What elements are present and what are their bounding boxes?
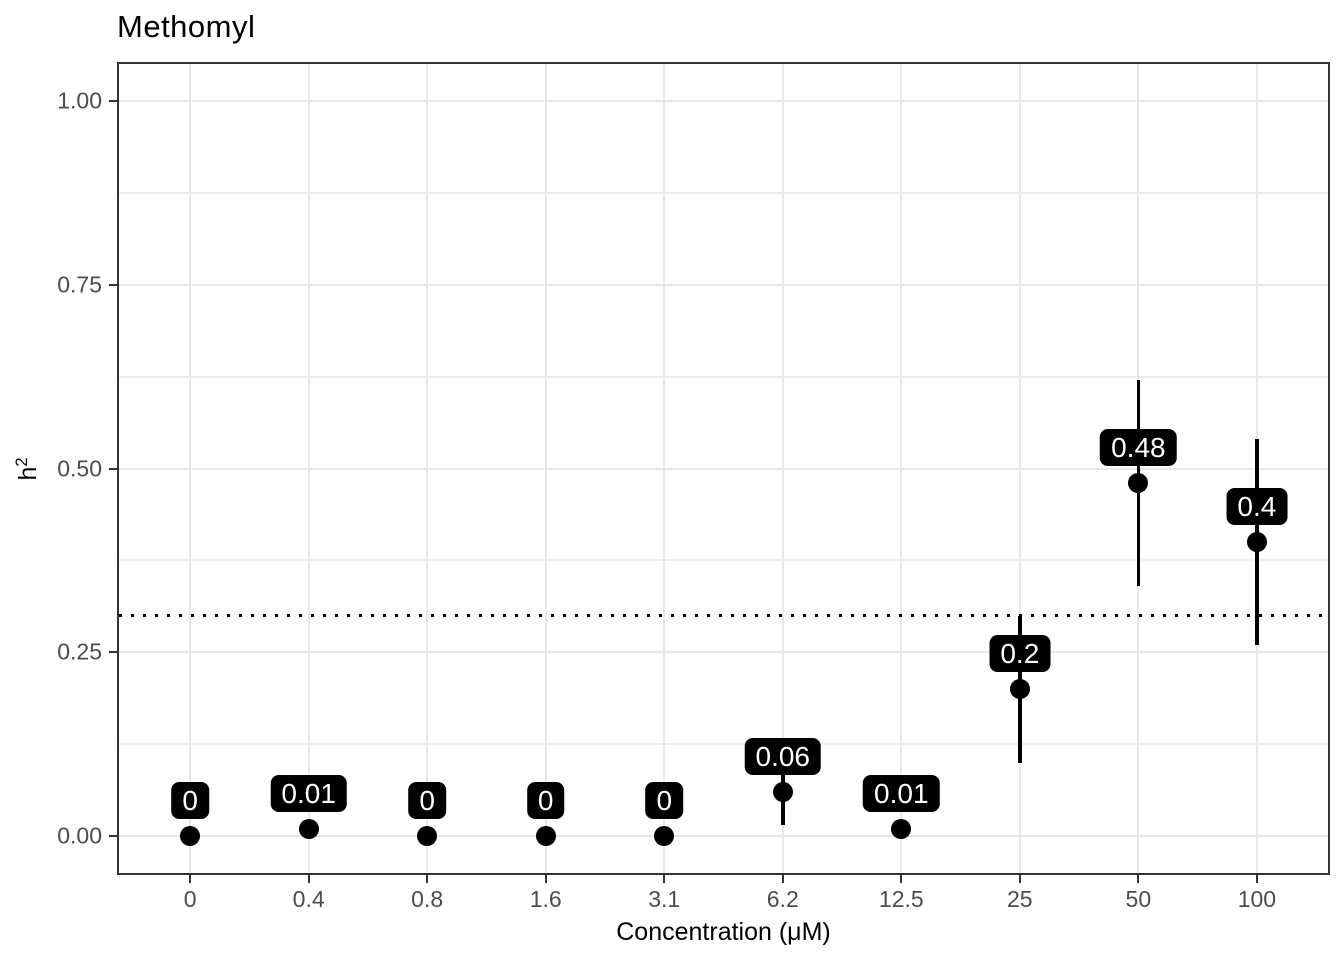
x-tick-label: 6.2 bbox=[766, 886, 799, 912]
x-tick-label: 25 bbox=[1007, 886, 1033, 912]
y-tick-label: 0.75 bbox=[57, 271, 102, 298]
x-tick-label: 50 bbox=[1125, 886, 1152, 912]
point-label: 0.06 bbox=[744, 738, 821, 776]
data-point bbox=[891, 818, 912, 839]
y-tick-mark bbox=[109, 835, 117, 838]
gridline-horizontal-major bbox=[119, 467, 1328, 470]
x-tick-label: 1.6 bbox=[529, 886, 562, 912]
data-point bbox=[417, 826, 438, 847]
y-tick-label: 0.25 bbox=[57, 638, 102, 665]
y-tick-mark bbox=[109, 651, 117, 654]
x-tick-label: 12.5 bbox=[878, 886, 924, 912]
data-point bbox=[772, 782, 793, 803]
y-tick-label: 1.00 bbox=[57, 87, 102, 114]
x-tick-mark bbox=[1018, 875, 1021, 883]
x-tick-mark bbox=[544, 875, 547, 883]
data-point bbox=[1009, 679, 1030, 700]
plot-title: Methomyl bbox=[117, 9, 256, 44]
data-point bbox=[180, 826, 201, 847]
point-label: 0.2 bbox=[989, 635, 1051, 673]
point-label: 0 bbox=[171, 782, 209, 820]
point-label: 0 bbox=[526, 782, 565, 820]
x-tick-mark bbox=[663, 875, 666, 883]
x-axis-title: Concentration (μM) bbox=[616, 918, 831, 946]
gridline-horizontal-major bbox=[119, 283, 1328, 286]
x-tick-label: 0 bbox=[183, 886, 197, 912]
y-axis-title-base: h bbox=[14, 466, 43, 481]
gridline-horizontal-major bbox=[119, 835, 1328, 838]
x-tick-mark bbox=[1137, 875, 1140, 883]
y-tick-label: 0.00 bbox=[57, 822, 102, 849]
x-tick-mark bbox=[1255, 875, 1258, 883]
reference-line bbox=[119, 614, 1328, 618]
y-tick-mark bbox=[109, 467, 117, 470]
x-tick-label: 0.8 bbox=[411, 886, 444, 912]
y-axis-title: h2 bbox=[13, 457, 43, 480]
gridline-horizontal-minor bbox=[119, 375, 1328, 378]
gridline-horizontal-minor bbox=[119, 191, 1328, 194]
x-tick-mark bbox=[189, 875, 192, 883]
x-tick-mark bbox=[426, 875, 429, 883]
data-point bbox=[1246, 532, 1267, 553]
point-label: 0.48 bbox=[1100, 429, 1177, 467]
gridline-horizontal-major bbox=[119, 651, 1328, 654]
x-tick-label: 3.1 bbox=[648, 886, 681, 912]
point-label: 0.01 bbox=[863, 774, 940, 812]
point-label: 0 bbox=[645, 782, 684, 820]
point-label: 0.4 bbox=[1226, 488, 1288, 526]
data-point bbox=[298, 818, 319, 839]
y-axis-title-superscript: 2 bbox=[12, 456, 31, 467]
data-point bbox=[654, 826, 675, 847]
gridline-horizontal-major bbox=[119, 99, 1328, 102]
x-tick-mark bbox=[900, 875, 903, 883]
x-tick-mark bbox=[781, 875, 784, 883]
point-label: 0 bbox=[408, 782, 446, 820]
plot-panel: 0 0.01 0 0 0 0.06 0.01 0.2 0.48 0.4 bbox=[117, 62, 1330, 875]
y-tick-label: 0.50 bbox=[57, 455, 102, 481]
y-tick-mark bbox=[109, 99, 117, 102]
x-tick-label: 100 bbox=[1237, 886, 1277, 912]
gridline-horizontal-minor bbox=[119, 743, 1328, 746]
data-point bbox=[1128, 473, 1149, 494]
data-point bbox=[535, 826, 556, 847]
point-label: 0.01 bbox=[270, 774, 347, 812]
x-tick-mark bbox=[307, 875, 310, 883]
gridline-horizontal-minor bbox=[119, 559, 1328, 562]
y-tick-mark bbox=[109, 283, 117, 286]
x-tick-label: 0.4 bbox=[292, 886, 325, 912]
